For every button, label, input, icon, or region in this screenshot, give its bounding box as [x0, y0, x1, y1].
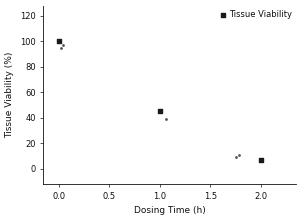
- Y-axis label: Tissue Viability (%): Tissue Viability (%): [5, 52, 14, 138]
- X-axis label: Dosing Time (h): Dosing Time (h): [134, 206, 206, 215]
- Point: [163, 117, 168, 121]
- Point: [233, 156, 238, 159]
- Tissue Viability: [157, 110, 162, 113]
- Tissue Viability: [259, 158, 263, 162]
- Point: [60, 43, 65, 47]
- Tissue Viability: [56, 40, 61, 43]
- Point: [58, 46, 63, 50]
- Legend: Tissue Viability: Tissue Viability: [220, 10, 292, 19]
- Point: [236, 153, 241, 157]
